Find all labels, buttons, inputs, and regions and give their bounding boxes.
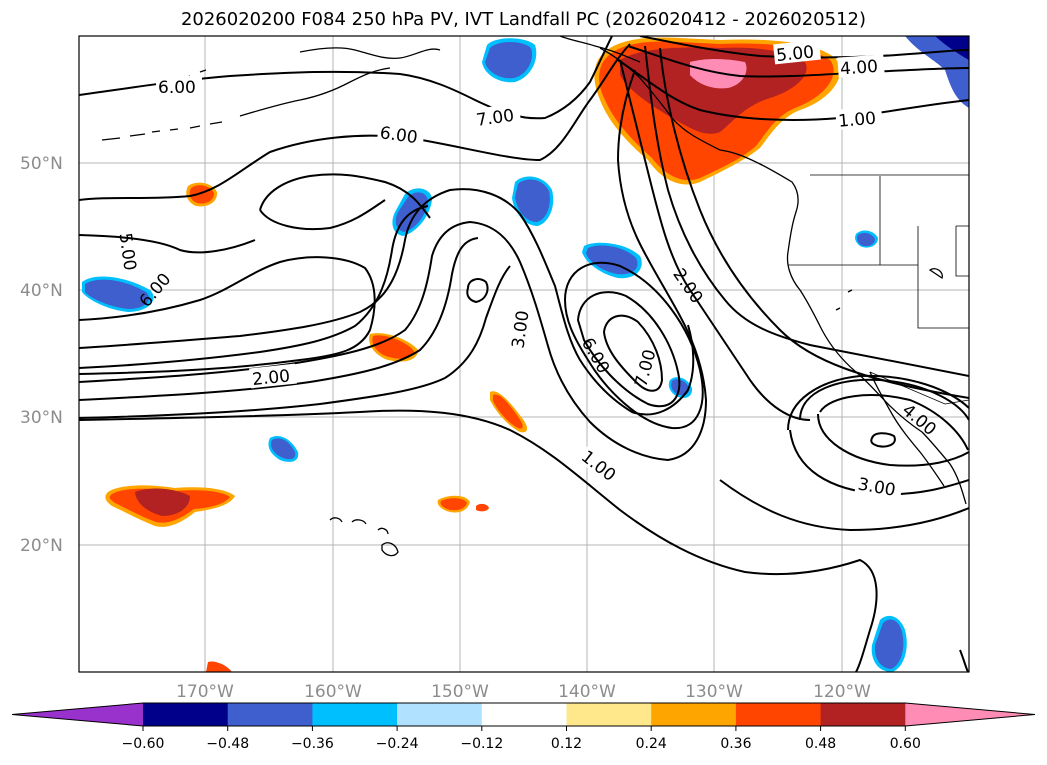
colorbar-tick-label: 0.12 [551, 736, 582, 752]
colorbar-extend-max [905, 703, 1035, 726]
colorbar-segment [735, 703, 822, 726]
contour-label: 6.00 [158, 78, 196, 98]
lon-label: 120°W [813, 682, 871, 702]
longitude-labels: 170°W 160°W 150°W 140°W 130°W 120°W [176, 682, 871, 702]
colorbar-tick-label: −0.12 [460, 736, 503, 752]
map-title: 2026020200 F084 250 hPa PV, IVT Landfall… [180, 9, 867, 30]
colorbar-extend-min [12, 703, 143, 726]
colorbar-tick-label: −0.60 [122, 736, 165, 752]
colorbar-segment [143, 703, 229, 726]
colorbar-tick-label: −0.48 [206, 736, 249, 752]
negative-anomaly-northeast [905, 36, 969, 108]
colorbar-segment [397, 703, 483, 726]
colorbar-segment [820, 703, 906, 726]
lon-label: 150°W [431, 682, 489, 702]
colorbar-tick-label: 0.36 [720, 736, 751, 752]
contour-labels: 6.00 7.00 6.00 5.00 4.00 1.00 5.00 6.00 … [115, 39, 940, 501]
latitude-labels: 50°N 40°N 30°N 20°N [20, 154, 63, 556]
contour-label: 4.00 [839, 57, 878, 80]
colorbar-tick-label: −0.24 [376, 736, 419, 752]
contour-label: 2.00 [251, 366, 291, 390]
lon-label: 170°W [176, 682, 234, 702]
colorbar-tick-label: 0.24 [636, 736, 667, 752]
lat-label: 50°N [20, 154, 63, 174]
lon-label: 130°W [685, 682, 743, 702]
lon-label: 160°W [304, 682, 362, 702]
lat-label: 30°N [20, 408, 63, 428]
colorbar-segment [651, 703, 737, 726]
colorbar-tick-label: 0.48 [805, 736, 836, 752]
colorbar-segment [227, 703, 313, 726]
lat-label: 40°N [20, 281, 63, 301]
colorbar-segment [481, 703, 567, 726]
colorbar-tick-label: 0.60 [890, 736, 921, 752]
map-panel [79, 36, 969, 672]
map-border [78, 35, 970, 673]
lat-label: 20°N [20, 536, 63, 556]
contour-label: 5.00 [775, 42, 815, 66]
colorbar-segment [312, 703, 398, 726]
colorbar-segment [566, 703, 652, 726]
colorbar: −0.60 −0.48 −0.36 −0.24 −0.12 0.12 0.24 0.36 0.4… [11, 702, 1036, 752]
lon-label: 140°W [558, 682, 616, 702]
colorbar-tick-label: −0.36 [291, 736, 334, 752]
contour-label: 1.00 [837, 109, 876, 132]
